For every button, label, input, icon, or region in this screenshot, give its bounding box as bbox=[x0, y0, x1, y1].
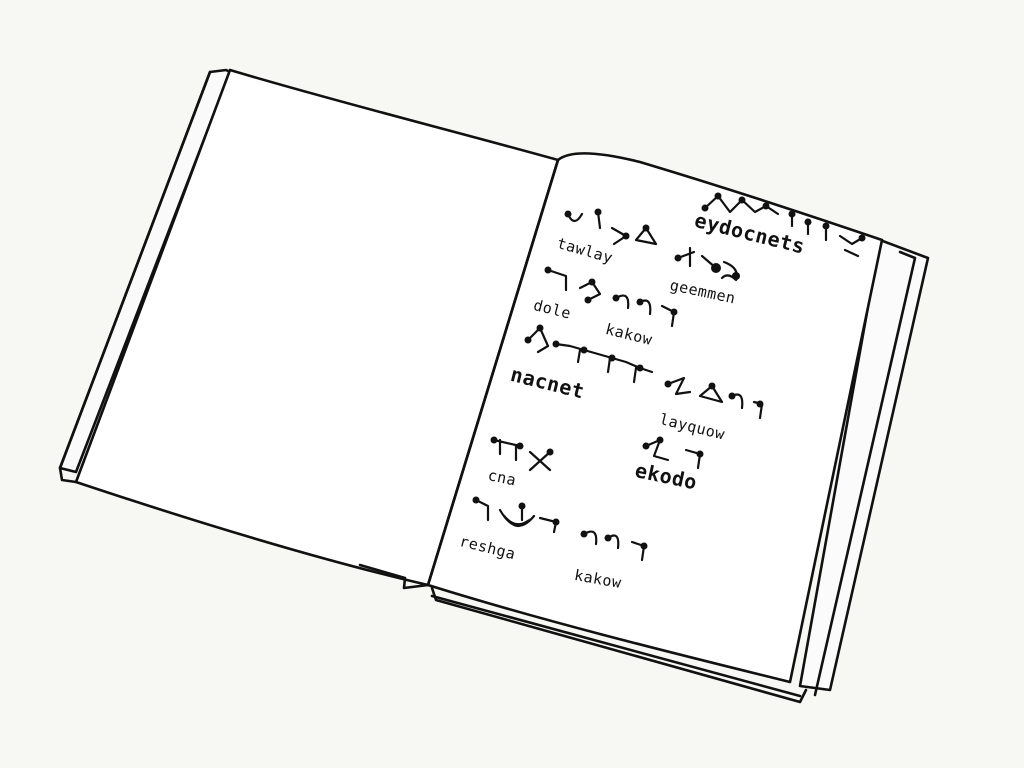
glyphs-kakow-1 bbox=[612, 294, 678, 328]
glyphs-kakow-2 bbox=[580, 530, 648, 562]
glyphs-nacnet bbox=[524, 324, 654, 384]
glyphs-cna bbox=[490, 436, 554, 472]
glyphs-eydocnets bbox=[701, 192, 866, 258]
glyphs-ekodo bbox=[642, 436, 704, 470]
glyphs-layquow bbox=[664, 376, 764, 420]
glyphs-reshga bbox=[472, 496, 560, 534]
glyphs-geemmen bbox=[674, 246, 740, 282]
glyphs-tawlay bbox=[564, 208, 658, 246]
glyphs-dole bbox=[544, 266, 602, 304]
